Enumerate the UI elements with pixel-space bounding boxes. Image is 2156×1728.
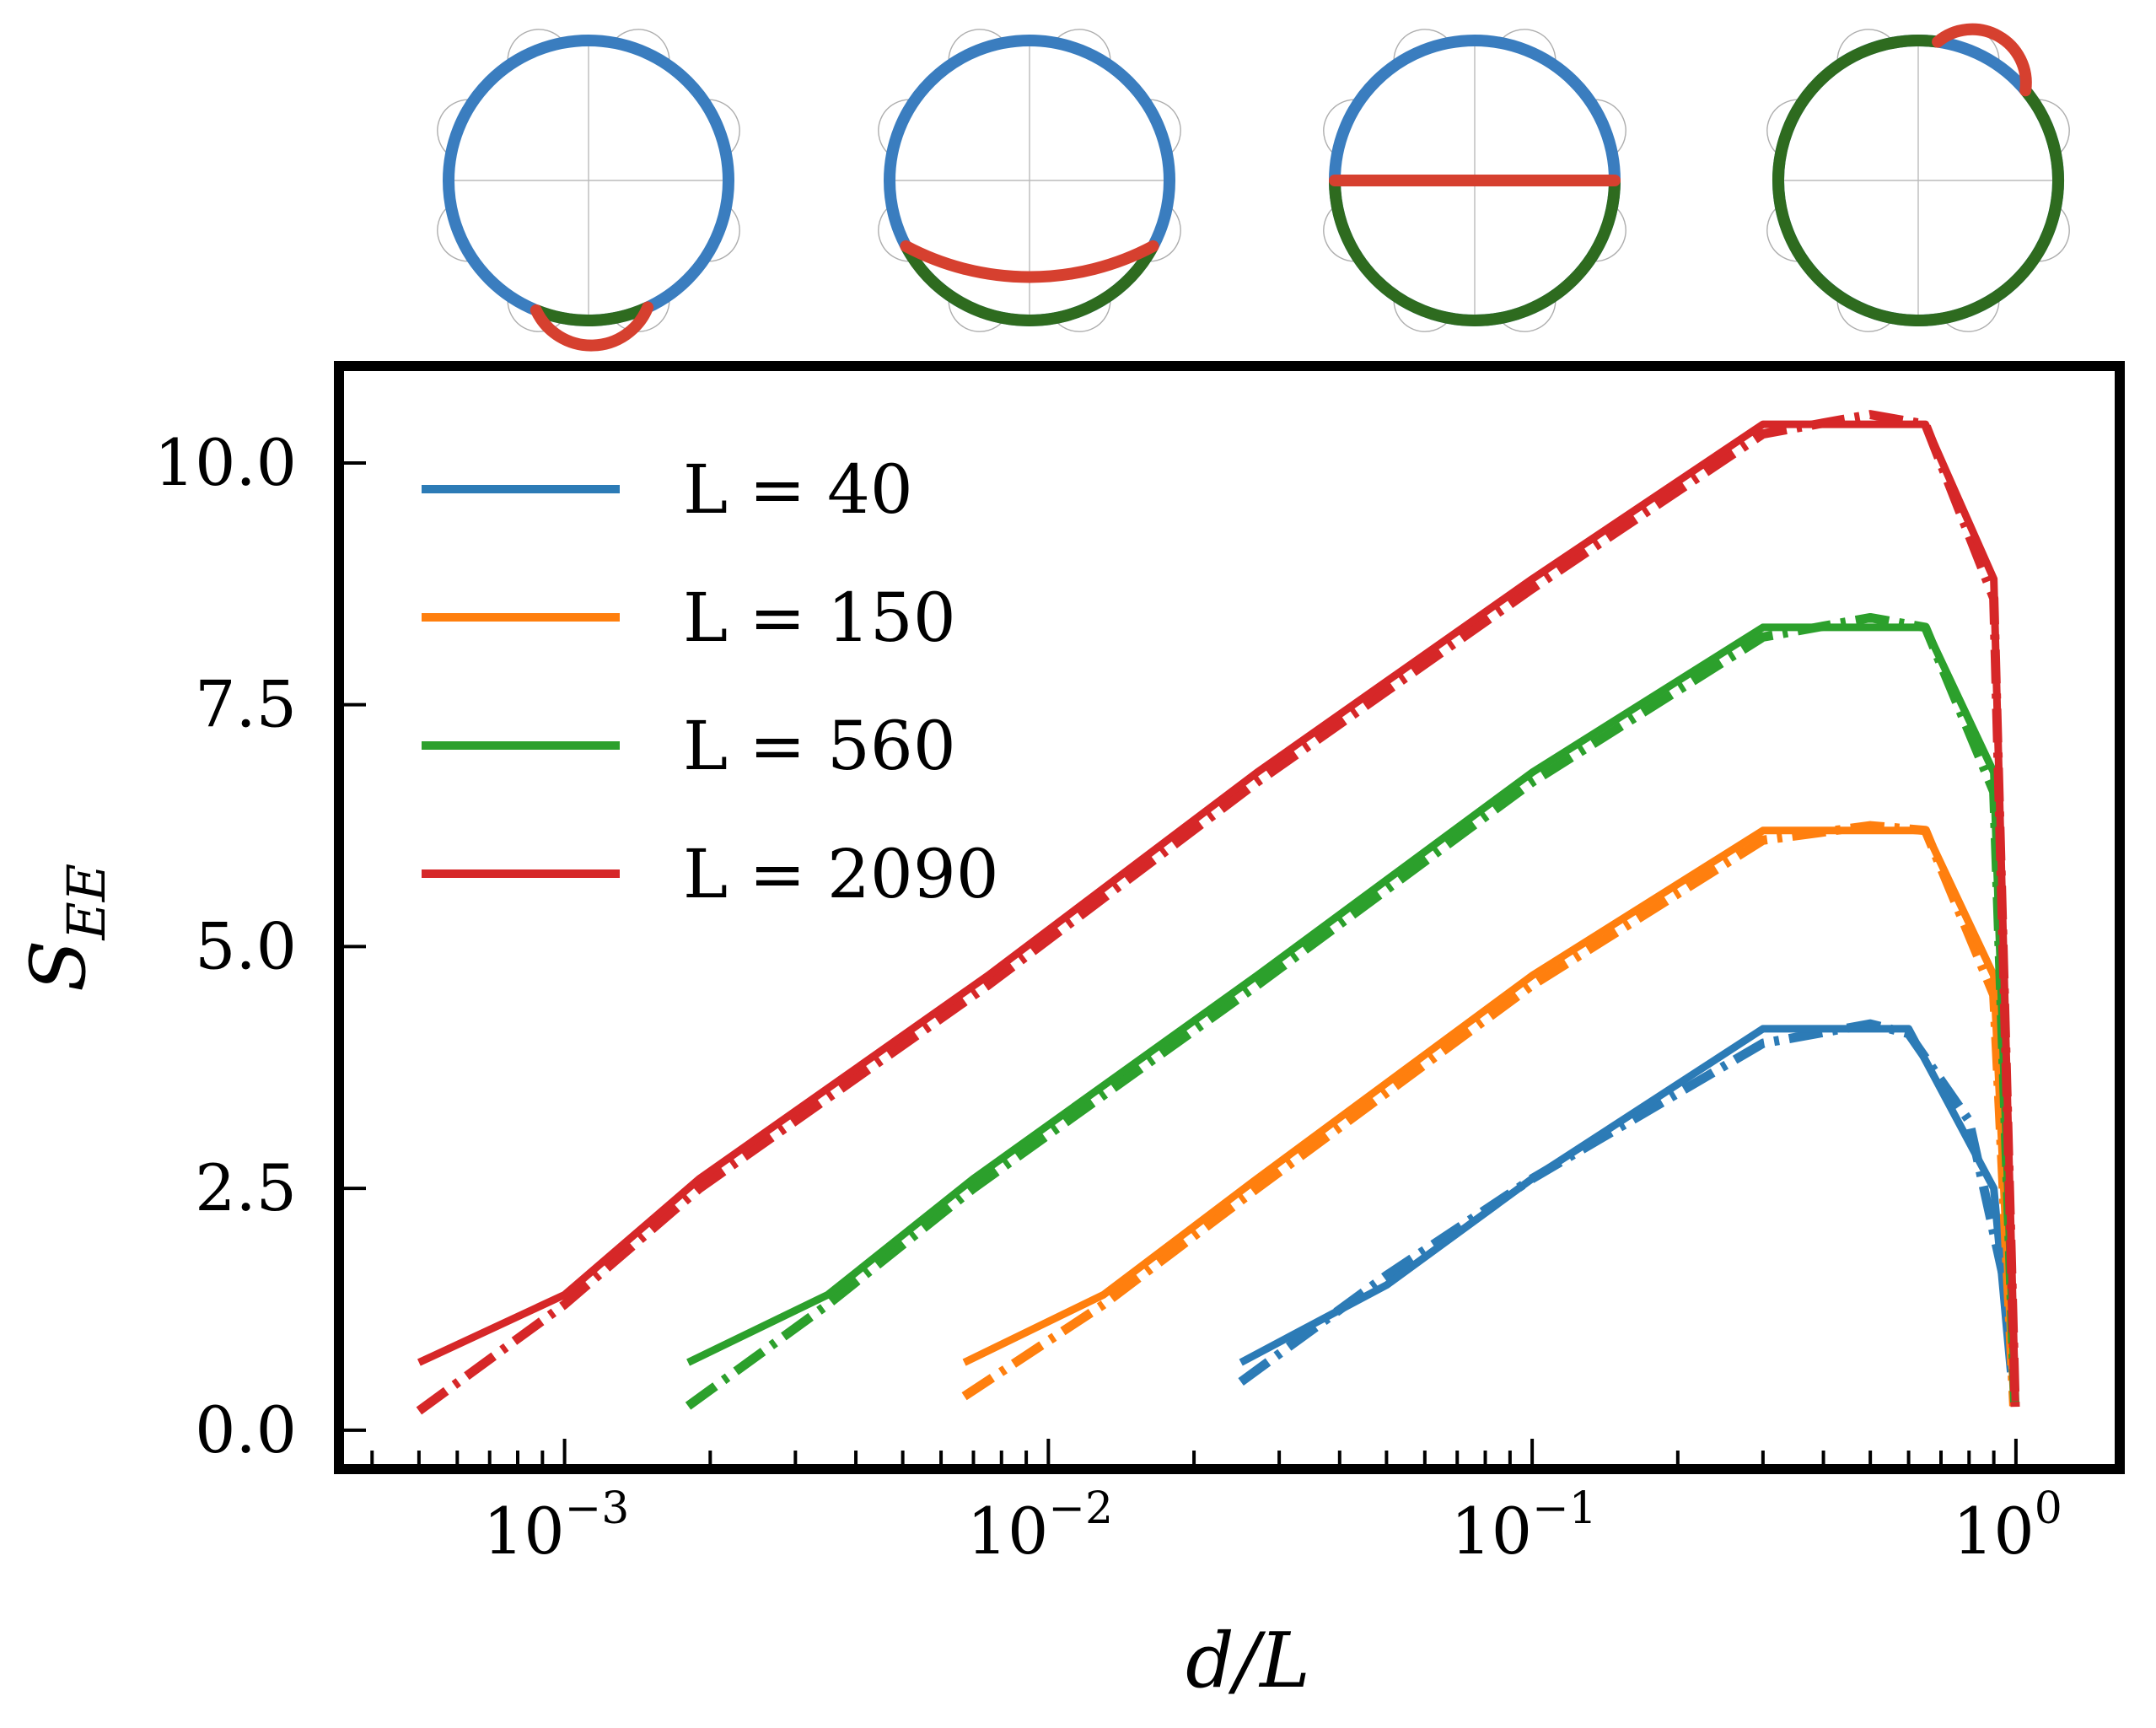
inset-disk — [437, 29, 740, 352]
entanglement-cut — [1932, 23, 2032, 97]
legend-label: L = 40 — [683, 450, 913, 529]
inset-disk — [1323, 29, 1626, 332]
plot-area — [416, 410, 2020, 1415]
boundary-region-B — [534, 302, 651, 326]
svg-text:SEE: SEE — [14, 864, 117, 992]
inset-disk — [878, 29, 1181, 332]
x-tick-label: 100 — [1953, 1483, 2062, 1569]
y-tick-label: 2.5 — [195, 1150, 297, 1225]
boundary-region-B — [1772, 35, 2064, 326]
plot-frame — [334, 361, 2125, 1474]
fit-line-L560 — [685, 612, 2020, 1410]
fit-line-L40 — [1238, 1019, 2010, 1386]
legend-label: L = 2090 — [683, 835, 999, 913]
series-line-L560 — [686, 623, 2019, 1402]
inset-disks — [437, 23, 2070, 352]
x-tick-label: 10−3 — [483, 1483, 629, 1569]
axis-ticks: 0.0 2.5 5.0 7.5 10.0 10−3 10−2 10−1 100 — [154, 425, 2062, 1569]
series-line-L2090 — [417, 420, 2019, 1402]
x-tick-label: 10−2 — [967, 1483, 1113, 1569]
y-tick-label: 10.0 — [154, 425, 297, 500]
x-tick-label: 10−1 — [1450, 1483, 1596, 1569]
inset-disk — [1766, 23, 2070, 332]
legend: L = 40 L = 150 L = 560 L = 2090 — [422, 450, 999, 913]
entanglement-cut — [900, 240, 1159, 283]
y-axis-label: SEE — [14, 864, 117, 992]
entanglement-cut — [530, 301, 654, 352]
series-line-L150 — [962, 826, 2018, 1402]
boundary-region-B — [1329, 180, 1621, 326]
y-tick-label: 5.0 — [195, 908, 297, 983]
y-tick-label: 0.0 — [195, 1392, 297, 1467]
series-line-L40 — [1239, 1025, 2015, 1373]
legend-label: L = 560 — [683, 707, 956, 785]
fit-line-L150 — [961, 821, 2019, 1407]
x-axis-label: d/L — [1186, 1617, 1310, 1705]
fit-line-L2090 — [416, 410, 2020, 1415]
y-tick-label: 7.5 — [195, 667, 297, 742]
legend-label: L = 150 — [683, 579, 956, 657]
boundary-region-B — [901, 243, 1159, 326]
